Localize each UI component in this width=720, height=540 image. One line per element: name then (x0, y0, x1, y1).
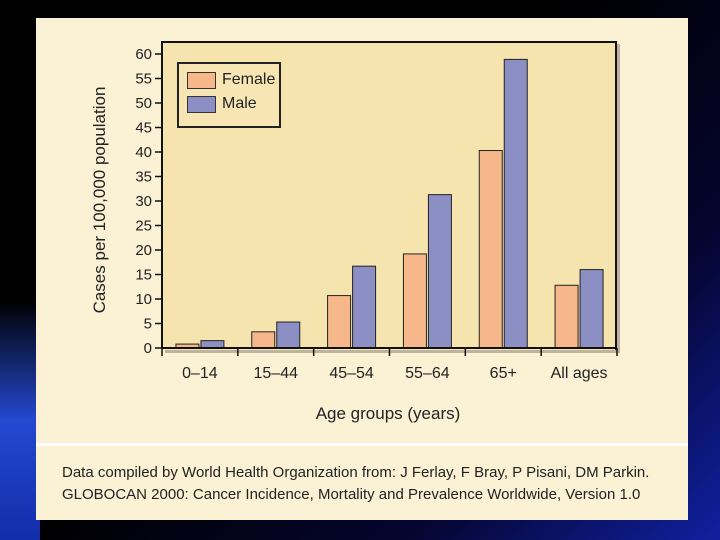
legend-swatch-female (187, 71, 216, 89)
bar-female-4 (478, 150, 503, 349)
legend-label-female: Female (222, 71, 276, 88)
y-tick-label: 45 (135, 120, 152, 137)
x-tick-label: 15–44 (254, 365, 299, 382)
x-tick-label: 55–64 (405, 365, 450, 382)
x-tick-label: 65+ (490, 365, 517, 382)
source-line-1: Data compiled by World Health Organizati… (62, 464, 650, 481)
legend-swatch-male (187, 95, 216, 113)
y-tick-label: 55 (135, 71, 152, 88)
source-note: Data compiled by World Health Organizati… (62, 462, 672, 506)
x-tick-label: 0–14 (182, 365, 218, 382)
bar-female-5 (554, 284, 579, 349)
y-axis-label: Cases per 100,000 population (90, 86, 109, 314)
bars (175, 58, 604, 349)
y-tick-label: 50 (135, 95, 152, 112)
bar-female-2 (327, 295, 352, 349)
y-tick-label: 10 (135, 291, 152, 308)
y-tick-label: 60 (135, 46, 152, 63)
source-line-2: GLOBOCAN 2000: Cancer Incidence, Mortali… (62, 486, 641, 503)
y-tick-label: 35 (135, 169, 152, 186)
legend-label-male: Male (222, 95, 257, 112)
bar-male-2 (352, 265, 377, 349)
bar-male-1 (276, 321, 301, 349)
y-tick-label: 30 (135, 193, 152, 210)
bar-male-4 (503, 58, 528, 349)
y-tick-label: 25 (135, 218, 152, 235)
x-axis: 0–14 15–44 45–54 55–64 65+ All ages (161, 347, 618, 382)
y-tick-label: 20 (135, 242, 152, 259)
legend-item-male: Male (187, 94, 257, 114)
y-tick-label: 0 (144, 340, 152, 357)
bar-male-0 (200, 340, 225, 349)
y-tick-label: 5 (144, 316, 152, 333)
y-axis: 0 5 10 15 20 25 30 35 40 45 50 55 60 (135, 41, 163, 357)
bar-male-5 (579, 269, 604, 349)
x-tick-label: All ages (551, 365, 608, 382)
bar-female-1 (251, 331, 276, 349)
x-axis-label: Age groups (years) (315, 404, 461, 423)
y-tick-label: 40 (135, 144, 152, 161)
bar-female-3 (402, 253, 427, 349)
background-glow (0, 300, 40, 540)
legend-item-female: Female (187, 70, 275, 90)
bar-male-3 (427, 194, 452, 349)
divider (36, 443, 688, 446)
legend: Female Male (177, 62, 281, 128)
y-tick-label: 15 (135, 267, 152, 284)
x-tick-label: 45–54 (329, 365, 374, 382)
